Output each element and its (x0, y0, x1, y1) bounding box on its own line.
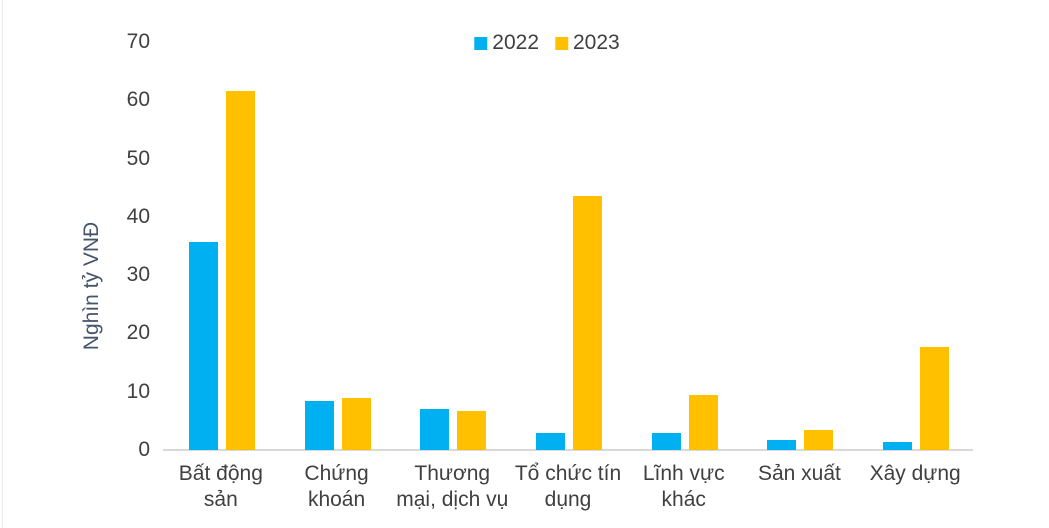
y-tick-label: 60 (126, 88, 150, 112)
legend-item-2023: 2023 (555, 31, 620, 55)
x-axis-line (163, 449, 973, 451)
x-category-label: Tổ chức tín dụng (514, 462, 622, 511)
bar-2022 (188, 241, 218, 450)
chart-legend: 2022 2023 (474, 31, 620, 55)
legend-swatch-icon (474, 36, 488, 50)
bar-2022 (420, 409, 450, 450)
y-tick-label: 40 (126, 204, 150, 228)
y-tick-label: 50 (126, 146, 150, 170)
bar-2023 (225, 90, 255, 450)
left-edge-line (2, 0, 3, 528)
legend-item-2022: 2022 (474, 31, 539, 55)
bar-2023 (457, 410, 487, 450)
bar-2023 (688, 395, 718, 450)
y-tick-label: 20 (126, 321, 150, 345)
x-category-label: Sản xuất (757, 462, 841, 485)
x-category-label: Lĩnh vực khác (642, 462, 725, 511)
bar-2023 (804, 430, 834, 450)
y-tick-label: 10 (126, 379, 150, 403)
bar-2023 (341, 397, 371, 450)
legend-label: 2023 (573, 31, 620, 54)
legend-label: 2022 (492, 31, 539, 54)
bar-2023 (573, 196, 602, 450)
bar-2023 (920, 346, 950, 450)
x-category-label: Bất động sản (178, 462, 263, 511)
bar-2022 (767, 440, 797, 450)
y-tick-label: 30 (126, 263, 150, 287)
bar-2022 (883, 442, 913, 450)
bar-2022 (536, 432, 565, 450)
x-category-label: Chứng khoán (304, 462, 369, 511)
x-category-label: Xây dựng (869, 462, 961, 485)
legend-swatch-icon (555, 36, 568, 50)
bar-2022 (651, 432, 681, 450)
y-tick-label: 0 (138, 438, 150, 461)
bar-2022 (304, 401, 334, 450)
x-category-label: Thương mại, dịch vụ (396, 462, 509, 511)
y-tick-label: 70 (126, 30, 150, 53)
